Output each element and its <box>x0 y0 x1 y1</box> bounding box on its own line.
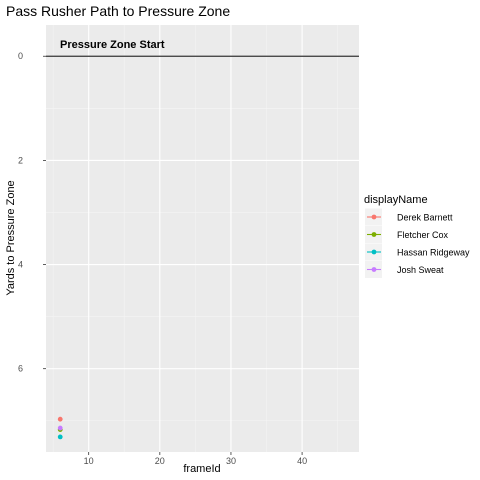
legend-key-point <box>371 249 377 255</box>
y-tick-label: 2 <box>18 155 23 165</box>
minor-gridlines-y <box>46 108 359 422</box>
legend-label: Hassan Ridgeway <box>397 248 470 258</box>
y-tick-label: 0 <box>18 51 23 61</box>
legend-key-point <box>371 214 377 220</box>
legend-key-point <box>371 232 377 237</box>
y-tick-label: 4 <box>18 260 23 270</box>
legend-label: Fletcher Cox <box>397 230 449 240</box>
x-tick-label: 20 <box>155 456 165 466</box>
minor-gridlines-x <box>52 25 338 452</box>
legend-label: Derek Barnett <box>397 213 453 223</box>
x-tick-label: 40 <box>297 456 307 466</box>
data-point <box>57 425 63 431</box>
y-axis-ticks: 0 2 4 6 <box>18 51 46 374</box>
legend-label: Josh Sweat <box>397 265 444 275</box>
plot-panel <box>46 25 359 452</box>
x-axis-title: frameId <box>183 463 220 475</box>
legend-key-point <box>371 267 377 272</box>
y-axis-title: Yards to Pressure Zone <box>5 180 17 295</box>
data-points <box>57 416 63 440</box>
x-axis-ticks: 10 20 30 40 <box>84 452 307 466</box>
legend-title: displayName <box>364 194 428 206</box>
x-tick-label: 30 <box>226 456 236 466</box>
data-point <box>57 416 63 422</box>
y-tick-label: 6 <box>18 364 23 374</box>
major-gridlines-x <box>88 25 303 452</box>
chart-title: Pass Rusher Path to Pressure Zone <box>6 3 230 19</box>
data-point <box>57 434 63 440</box>
legend: displayName Derek Barnett Fletcher Cox Has… <box>364 194 470 278</box>
x-tick-label: 10 <box>84 456 94 466</box>
pressure-zone-label: Pressure Zone Start <box>60 39 165 51</box>
